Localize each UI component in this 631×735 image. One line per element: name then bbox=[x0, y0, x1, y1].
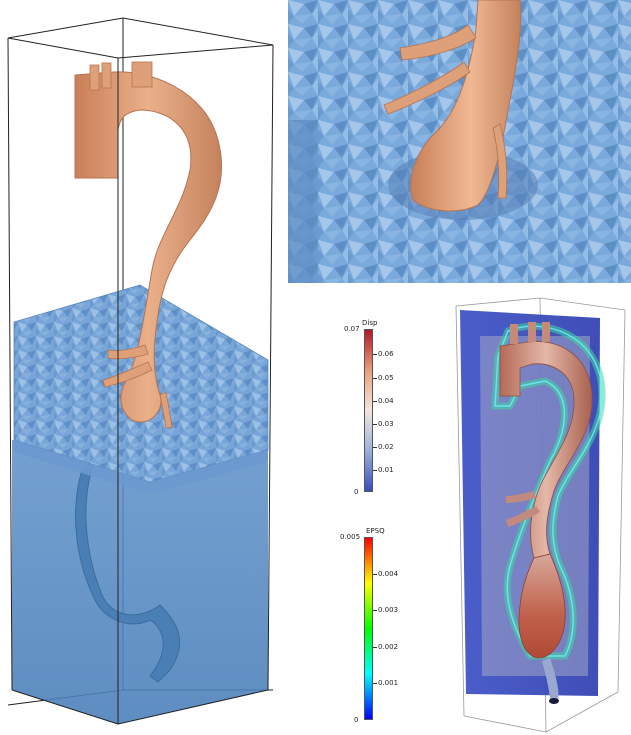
aorta-epsq-lower bbox=[518, 553, 566, 659]
epsq-arch-branch-1 bbox=[510, 324, 518, 344]
aorta-closeup bbox=[410, 0, 522, 212]
epsq-arch-branch-2 bbox=[528, 322, 536, 342]
disp-colorbar-title: Disp bbox=[362, 319, 378, 327]
iliac-stub bbox=[159, 391, 173, 429]
disp-tick-4: 0.02 bbox=[378, 443, 394, 451]
disp-tick-1: 0.05 bbox=[378, 374, 394, 382]
top-right-render-panel bbox=[288, 0, 631, 283]
epsq-tick-1: 0.003 bbox=[378, 606, 399, 614]
epsq-iliac bbox=[542, 658, 559, 701]
epsq-tick-2: 0.002 bbox=[378, 643, 399, 651]
epsq-arch-branch-3 bbox=[542, 322, 550, 342]
bottom-right-render-panel bbox=[450, 296, 631, 735]
disp-max-label: 0.07 bbox=[344, 325, 360, 333]
top-right-render-svg bbox=[288, 0, 631, 283]
branch-closeup-upper bbox=[399, 24, 477, 61]
epsq-colorbar-gradient bbox=[364, 537, 373, 720]
disp-colorbar-gradient bbox=[364, 329, 373, 492]
epsq-colorbar-title: EPSQ bbox=[366, 527, 385, 535]
arch-branch-1 bbox=[89, 64, 100, 91]
left-render-panel bbox=[0, 0, 285, 735]
aorta-arch bbox=[74, 71, 223, 423]
disp-colorbar: Disp 0.07 0 0.06 0.05 0.04 0.03 0.02 0.0… bbox=[340, 318, 400, 498]
descending-aorta-lower bbox=[75, 458, 180, 683]
arch-branch-2 bbox=[101, 62, 112, 89]
epsq-tick-0: 0.004 bbox=[378, 570, 399, 578]
disp-tick-5: 0.01 bbox=[378, 466, 394, 474]
disp-min-label: 0 bbox=[354, 488, 359, 496]
mesh-block-front-edge bbox=[14, 440, 268, 494]
bottom-right-render-svg bbox=[455, 297, 626, 733]
branch-closeup-iliac bbox=[492, 123, 508, 199]
epsq-tick-3: 0.001 bbox=[378, 679, 399, 687]
disp-tick-2: 0.04 bbox=[378, 397, 394, 405]
left-render-svg bbox=[7, 17, 274, 725]
arch-branch-3 bbox=[131, 61, 153, 88]
epsq-min-label: 0 bbox=[354, 716, 359, 724]
epsq-branch-left bbox=[506, 491, 536, 503]
disp-tick-3: 0.03 bbox=[378, 420, 394, 428]
disp-tick-0: 0.06 bbox=[378, 350, 394, 358]
epsq-branch-left-2 bbox=[506, 506, 540, 527]
renal-branch-lower bbox=[102, 361, 153, 388]
branch-closeup-lower bbox=[383, 61, 471, 115]
mesh-side-face bbox=[288, 120, 318, 283]
epsq-colorbar: EPSQ 0.005 0 0.004 0.003 0.002 0.001 bbox=[340, 528, 410, 728]
epsq-max-label: 0.005 bbox=[340, 533, 361, 541]
